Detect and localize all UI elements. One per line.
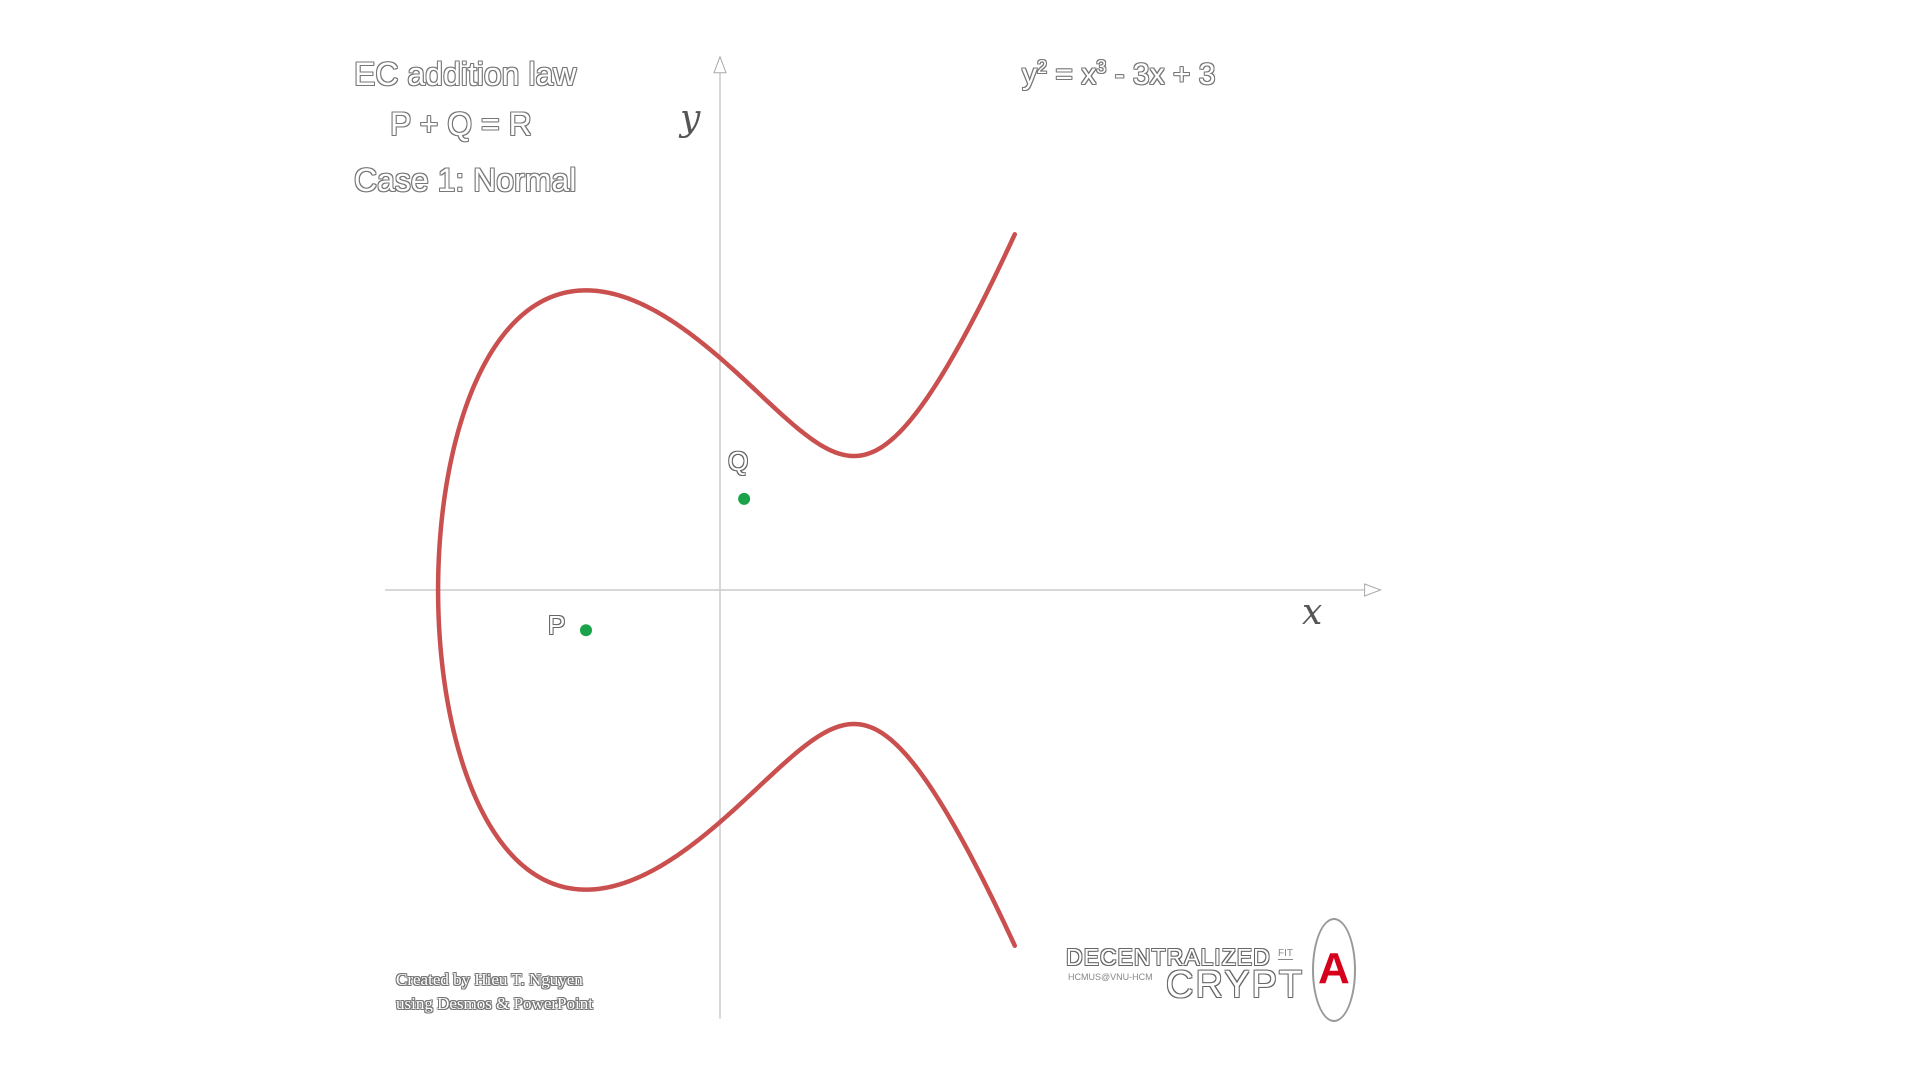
y-axis-label: y [680, 98, 701, 139]
elliptic-curve [435, 232, 1018, 948]
credit-line-1: Created by Hieu T. Nguyen [396, 970, 583, 989]
logo-hcmus: HCMUS@VNU-HCM [1068, 972, 1153, 982]
credit-line-2: using Desmos & PowerPoint [396, 994, 593, 1013]
x-axis-label: x [1302, 592, 1323, 633]
curve-eq-y: y [1022, 58, 1037, 91]
point-q-label: Q [728, 446, 749, 476]
curve-equation: y2 = x3 - 3x + 3 [1022, 58, 1215, 92]
addition-law-formula: P + Q = R [390, 106, 532, 142]
logo-letter-a: A [1318, 944, 1350, 993]
curve-eq-rest: - 3x + 3 [1106, 58, 1216, 91]
slide-title: EC addition law [354, 56, 577, 92]
y-axis-arrow [713, 55, 727, 74]
point-q [738, 492, 751, 505]
curve-eq-y-exponent: 2 [1037, 57, 1048, 77]
x-axis-arrow [1364, 583, 1383, 597]
logo-word-decentralized: DECENTRALIZED [1066, 944, 1271, 970]
axes [385, 55, 1383, 1019]
point-p [580, 624, 592, 637]
logo-word-crypt: CRYPT [1166, 964, 1305, 1006]
logo-fit: FIT [1278, 948, 1293, 960]
point-p-label: P [548, 610, 566, 640]
curve-eq-x-exponent: 3 [1096, 57, 1107, 77]
logo-ring [1312, 918, 1356, 1022]
curve-eq-mid: = x [1047, 58, 1097, 91]
decentralized-crypta-logo: DECENTRALIZED FIT HCMUS@VNU-HCM CRYPT A [1066, 918, 1366, 1028]
case-label: Case 1: Normal [354, 162, 577, 198]
points [580, 492, 751, 637]
